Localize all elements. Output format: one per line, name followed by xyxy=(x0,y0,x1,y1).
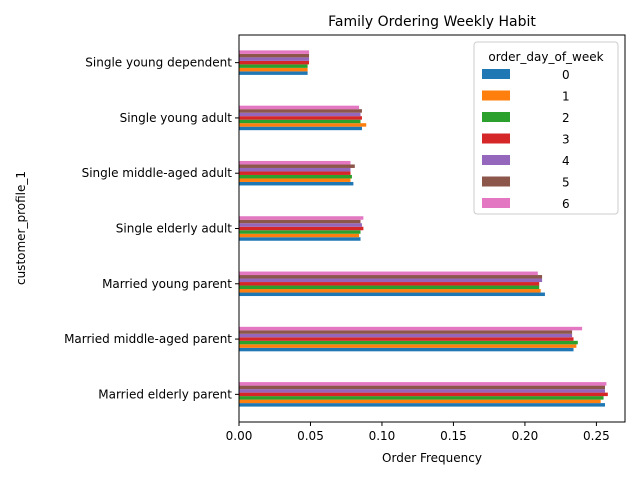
bar xyxy=(239,292,545,297)
bar xyxy=(239,333,573,338)
bar xyxy=(239,167,351,172)
x-tick-label: 0.25 xyxy=(583,429,610,443)
legend-frame xyxy=(473,41,619,215)
bar xyxy=(239,109,362,113)
bar xyxy=(239,403,605,407)
x-tick-group: 0.00 0.05 0.10 0.15 0.20 0.25 xyxy=(226,422,610,443)
bar xyxy=(239,399,601,404)
legend-swatch xyxy=(482,90,510,101)
bar xyxy=(239,382,607,386)
y-tick-label: Single middle-aged adult xyxy=(82,166,233,180)
bar xyxy=(239,285,540,290)
bar xyxy=(239,385,605,390)
bar xyxy=(239,181,354,186)
legend-title: order_day_of_week xyxy=(488,50,603,64)
bar xyxy=(239,116,362,120)
bar xyxy=(239,126,362,131)
legend-label: 3 xyxy=(562,133,570,147)
y-tick-label: Single young dependent xyxy=(85,56,232,70)
bar xyxy=(239,347,574,352)
bar xyxy=(239,326,583,331)
x-tick-label: 0.10 xyxy=(369,429,396,443)
bar xyxy=(239,60,310,65)
y-tick-label: Married young parent xyxy=(102,277,232,291)
bar xyxy=(239,171,351,175)
bar xyxy=(239,275,543,279)
bar xyxy=(239,50,310,54)
legend-label: 4 xyxy=(562,154,570,168)
bar xyxy=(239,53,310,58)
x-tick-label: 0.05 xyxy=(297,429,324,443)
legend-label: 1 xyxy=(562,90,570,104)
bar xyxy=(239,219,361,224)
bar xyxy=(239,344,577,348)
bar xyxy=(239,57,310,61)
x-tick-label: 0.20 xyxy=(512,429,539,443)
bar xyxy=(239,160,351,165)
bar xyxy=(239,392,608,397)
bar xyxy=(239,174,352,179)
legend-swatch xyxy=(482,176,510,187)
legend-items: 0 1 2 3 4 5 6 xyxy=(482,68,570,211)
bar xyxy=(239,233,360,238)
chart-title: Family Ordering Weekly Habit xyxy=(328,14,536,30)
y-tick-label: Married middle-aged parent xyxy=(64,332,232,346)
legend-label: 2 xyxy=(562,111,570,125)
bar xyxy=(239,164,355,168)
bar xyxy=(239,330,573,334)
bar xyxy=(239,112,361,117)
bar xyxy=(239,278,543,283)
bar xyxy=(239,71,308,75)
bar xyxy=(239,337,574,341)
bar xyxy=(239,119,361,124)
legend-label: 0 xyxy=(562,68,570,82)
bar xyxy=(239,67,308,72)
bar xyxy=(239,289,541,293)
x-axis-label: Order Frequency xyxy=(382,451,482,465)
plot-frame xyxy=(238,34,626,423)
legend-swatch xyxy=(482,69,510,79)
legend: order_day_of_week 0 1 2 3 4 5 6 xyxy=(473,41,619,215)
x-tick-label: 0.00 xyxy=(226,429,253,443)
bar xyxy=(239,389,605,393)
bar xyxy=(239,223,362,227)
legend-swatch xyxy=(482,155,510,165)
bar xyxy=(239,271,538,276)
y-tick-label: Married elderly parent xyxy=(98,387,232,401)
legend-label: 6 xyxy=(562,197,570,211)
y-axis-label: customer_profile_1 xyxy=(14,171,28,285)
legend-swatch xyxy=(482,112,510,122)
bar xyxy=(239,123,367,127)
y-tick-label: Single young adult xyxy=(120,111,233,125)
bar xyxy=(239,216,364,220)
bar xyxy=(239,396,604,400)
bar xyxy=(239,64,308,68)
y-tick-group: Married elderly parent Married middle-age… xyxy=(64,56,239,401)
bar xyxy=(239,282,540,286)
bars-group xyxy=(239,50,608,407)
bar xyxy=(239,178,351,182)
bar xyxy=(239,340,578,345)
legend-swatch xyxy=(482,133,510,144)
bar xyxy=(239,230,361,234)
bar xyxy=(239,226,364,231)
bar xyxy=(239,105,360,110)
x-tick-label: 0.15 xyxy=(440,429,467,443)
legend-label: 5 xyxy=(562,176,570,190)
bar xyxy=(239,237,361,241)
legend-swatch xyxy=(482,198,510,208)
y-tick-label: Single elderly adult xyxy=(116,222,233,236)
